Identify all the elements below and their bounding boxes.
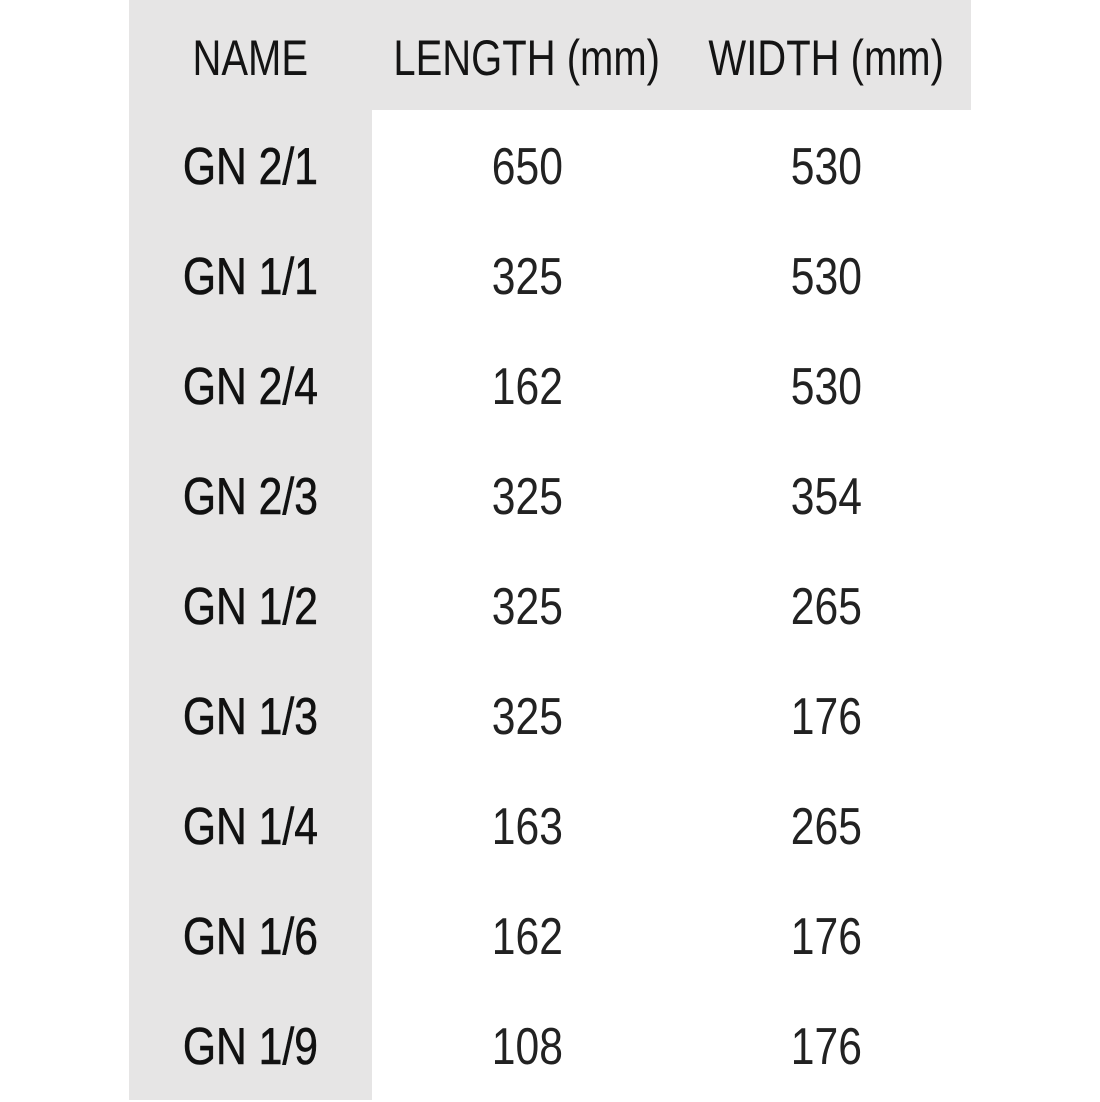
- cell-text: GN 1/6: [182, 908, 319, 967]
- table-cell-length: 325: [382, 442, 672, 552]
- table-cell-length: 108: [382, 992, 672, 1102]
- cell-text: GN 2/4: [182, 358, 319, 417]
- header-row-background: [129, 0, 971, 110]
- cell-text: 325: [491, 578, 563, 636]
- cell-text: 530: [790, 138, 862, 196]
- table-cell-width: 530: [681, 332, 971, 442]
- cell-text: GN 1/1: [182, 248, 319, 307]
- cell-text: 354: [790, 468, 862, 526]
- table-cell-width: 354: [681, 442, 971, 552]
- table-cell-name: GN 1/3: [129, 662, 372, 772]
- cell-text: 650: [491, 138, 563, 196]
- cell-text: 176: [790, 1018, 862, 1076]
- cell-text: 325: [491, 248, 563, 306]
- table-cell-length: 325: [382, 222, 672, 332]
- cell-text: 325: [491, 688, 563, 746]
- header-label: LENGTH (mm): [393, 30, 661, 86]
- cell-text: 530: [790, 248, 862, 306]
- cell-text: GN 2/1: [182, 138, 319, 197]
- table-cell-length: 162: [382, 882, 672, 992]
- table-cell-length: 163: [382, 772, 672, 882]
- cell-text: GN 1/9: [182, 1018, 319, 1077]
- cell-text: 530: [790, 358, 862, 416]
- table-cell-name: GN 2/1: [129, 112, 372, 222]
- table-cell-width: 530: [681, 222, 971, 332]
- table-cell-name: GN 2/4: [129, 332, 372, 442]
- cell-text: 265: [790, 798, 862, 856]
- table-cell-name: GN 1/4: [129, 772, 372, 882]
- name-column-background: [129, 0, 372, 1100]
- cell-text: GN 1/4: [182, 798, 319, 857]
- table-cell-width: 265: [681, 772, 971, 882]
- table-cell-width: 176: [681, 662, 971, 772]
- table-cell-width: 265: [681, 552, 971, 662]
- cell-text: 162: [491, 358, 563, 416]
- table-cell-name: GN 1/6: [129, 882, 372, 992]
- cell-text: GN 1/2: [182, 578, 319, 637]
- table-cell-name: GN 1/9: [129, 992, 372, 1102]
- table-cell-length: 162: [382, 332, 672, 442]
- table-cell-width: 176: [681, 882, 971, 992]
- cell-text: 176: [790, 908, 862, 966]
- cell-text: 163: [491, 798, 563, 856]
- cell-text: 176: [790, 688, 862, 746]
- cell-text: GN 1/3: [182, 688, 319, 747]
- table-cell-name: GN 2/3: [129, 442, 372, 552]
- table-cell-length: 325: [382, 662, 672, 772]
- table-cell-name: GN 1/2: [129, 552, 372, 662]
- cell-text: 162: [491, 908, 563, 966]
- table-cell-width: 530: [681, 112, 971, 222]
- cell-text: 108: [491, 1018, 563, 1076]
- header-length: LENGTH (mm): [382, 3, 672, 113]
- table-cell-name: GN 1/1: [129, 222, 372, 332]
- table-cell-width: 176: [681, 992, 971, 1102]
- table-cell-length: 325: [382, 552, 672, 662]
- header-name: NAME: [129, 3, 372, 113]
- cell-text: 325: [491, 468, 563, 526]
- header-label: NAME: [192, 30, 309, 86]
- cell-text: 265: [790, 578, 862, 636]
- table-cell-length: 650: [382, 112, 672, 222]
- header-label: WIDTH (mm): [708, 30, 944, 86]
- cell-text: GN 2/3: [182, 468, 319, 527]
- header-width: WIDTH (mm): [681, 3, 971, 113]
